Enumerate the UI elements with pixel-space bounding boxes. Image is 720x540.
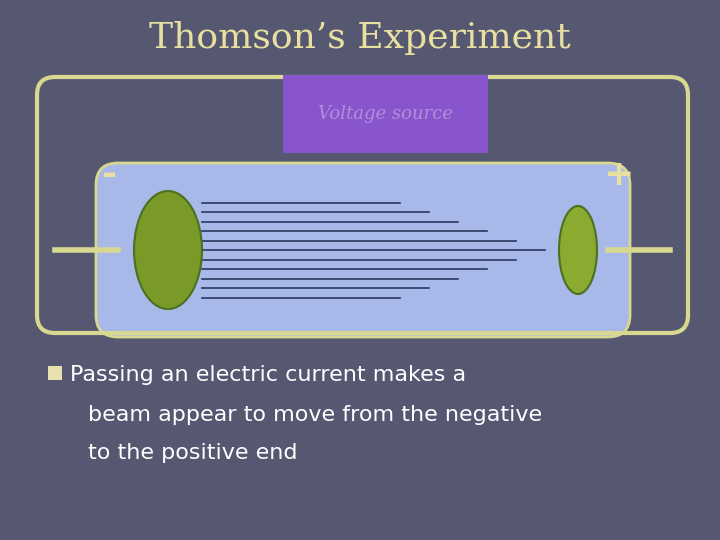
FancyBboxPatch shape [96,163,630,337]
Ellipse shape [134,191,202,309]
FancyBboxPatch shape [48,366,62,380]
Text: +: + [603,158,633,192]
Text: Voltage source: Voltage source [318,105,453,123]
Text: to the positive end: to the positive end [88,443,297,463]
Text: Thomson’s Experiment: Thomson’s Experiment [149,21,571,55]
FancyBboxPatch shape [283,75,488,153]
Ellipse shape [559,206,597,294]
Text: Passing an electric current makes a: Passing an electric current makes a [70,365,466,385]
Text: -: - [102,158,117,192]
Text: beam appear to move from the negative: beam appear to move from the negative [88,405,542,425]
